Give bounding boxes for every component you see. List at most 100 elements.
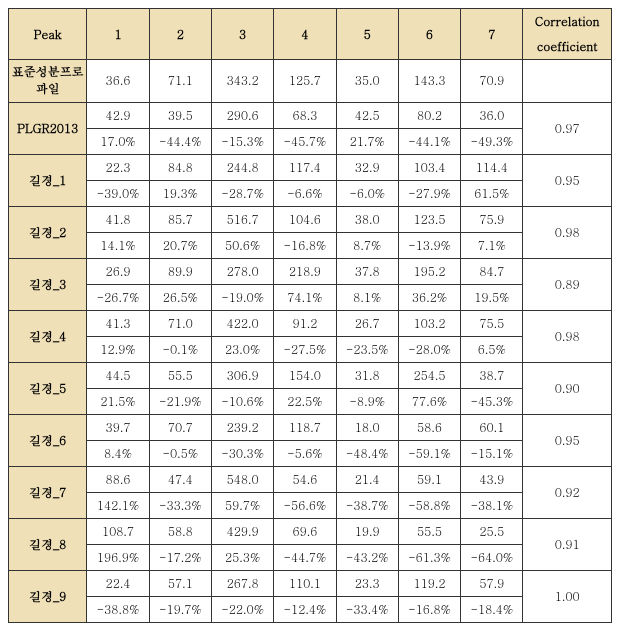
cell-value: 23.3 (336, 570, 398, 596)
cell-pct: 26.5% (149, 284, 211, 310)
cell-pct: -28.7% (211, 180, 273, 206)
cell-pct: 196.9% (87, 544, 149, 570)
cell-value: 267.8 (211, 570, 273, 596)
cell-pct: 61.5% (461, 180, 523, 206)
cell-value: 22.3 (87, 154, 149, 180)
cell-value: 42.5 (336, 102, 398, 128)
cell-corr: 0.95 (523, 154, 612, 206)
table-header: Peak 1 2 3 4 5 6 7 Correlation coefficie… (9, 9, 612, 60)
cell-value: 55.5 (398, 518, 460, 544)
cell-value: 43.9 (461, 466, 523, 492)
cell-pct: -23.5% (336, 336, 398, 362)
cell-pct: -45.7% (274, 128, 336, 154)
cell-value: 75.5 (461, 310, 523, 336)
cell-pct: -64.0% (461, 544, 523, 570)
std-corr (523, 60, 612, 103)
cell-pct: -17.2% (149, 544, 211, 570)
cell-pct: -39.0% (87, 180, 149, 206)
row-label: PLGR2013 (9, 102, 87, 154)
cell-value: 195.2 (398, 258, 460, 284)
cell-value: 44.5 (87, 362, 149, 388)
cell-value: 88.6 (87, 466, 149, 492)
cell-pct: 74.1% (274, 284, 336, 310)
cell-value: 119.2 (398, 570, 460, 596)
cell-value: 71.0 (149, 310, 211, 336)
header-corr-line1: Correlation (523, 9, 612, 35)
cell-value: 41.3 (87, 310, 149, 336)
header-col-6: 6 (398, 9, 460, 60)
cell-value: 39.5 (149, 102, 211, 128)
cell-pct: -38.1% (461, 492, 523, 518)
cell-value: 244.8 (211, 154, 273, 180)
cell-value: 21.4 (336, 466, 398, 492)
cell-value: 75.9 (461, 206, 523, 232)
cell-value: 516.7 (211, 206, 273, 232)
cell-value: 85.7 (149, 206, 211, 232)
cell-value: 54.6 (274, 466, 336, 492)
cell-pct: -16.8% (398, 596, 460, 622)
cell-corr: 0.98 (523, 310, 612, 362)
cell-value: 218.9 (274, 258, 336, 284)
cell-pct: -5.6% (274, 440, 336, 466)
cell-pct: -44.1% (398, 128, 460, 154)
cell-value: 278.0 (211, 258, 273, 284)
cell-pct: 19.3% (149, 180, 211, 206)
cell-value: 59.1 (398, 466, 460, 492)
cell-value: 55.5 (149, 362, 211, 388)
cell-value: 108.7 (87, 518, 149, 544)
cell-value: 69.6 (274, 518, 336, 544)
cell-value: 118.7 (274, 414, 336, 440)
row-label: 길경_5 (9, 362, 87, 414)
row-label-std-profile: 표준성분프로파일 (9, 60, 87, 103)
header-col-1: 1 (87, 9, 149, 60)
cell-pct: 6.5% (461, 336, 523, 362)
cell-value: 60.1 (461, 414, 523, 440)
cell-pct: 14.1% (87, 232, 149, 258)
cell-pct: -10.6% (211, 388, 273, 414)
cell-value: 123.5 (398, 206, 460, 232)
cell-pct: -19.7% (149, 596, 211, 622)
cell-pct: -18.4% (461, 596, 523, 622)
cell-pct: -38.8% (87, 596, 149, 622)
cell-pct: -22.0% (211, 596, 273, 622)
cell-pct: -58.8% (398, 492, 460, 518)
cell-pct: -33.4% (336, 596, 398, 622)
cell-value: 68.3 (274, 102, 336, 128)
header-peak: Peak (9, 9, 87, 60)
cell-pct: -8.9% (336, 388, 398, 414)
cell-pct: -6.0% (336, 180, 398, 206)
header-col-5: 5 (336, 9, 398, 60)
cell-corr: 0.95 (523, 414, 612, 466)
cell-pct: -27.5% (274, 336, 336, 362)
cell-value: 58.8 (149, 518, 211, 544)
cell-pct: -48.4% (336, 440, 398, 466)
cell-pct: 8.1% (336, 284, 398, 310)
cell-value: 19.9 (336, 518, 398, 544)
cell-value: 306.9 (211, 362, 273, 388)
cell-pct: -26.7% (87, 284, 149, 310)
cell-value: 25.5 (461, 518, 523, 544)
cell-value: 110.1 (274, 570, 336, 596)
cell-pct: 77.6% (398, 388, 460, 414)
cell-value: 18.0 (336, 414, 398, 440)
cell-pct: -45.3% (461, 388, 523, 414)
cell-pct: -15.1% (461, 440, 523, 466)
cell-pct: 25.3% (211, 544, 273, 570)
cell-value: 70.7 (149, 414, 211, 440)
cell-pct: 8.4% (87, 440, 149, 466)
row-label: 길경_4 (9, 310, 87, 362)
cell-pct: 36.2% (398, 284, 460, 310)
cell-pct: -16.8% (274, 232, 336, 258)
cell-value: 89.9 (149, 258, 211, 284)
cell-value: 39.7 (87, 414, 149, 440)
cell-value: 36.0 (461, 102, 523, 128)
header-corr-line2: coefficient (523, 34, 612, 60)
cell-pct: -19.0% (211, 284, 273, 310)
cell-pct: -0.1% (149, 336, 211, 362)
cell-pct: -6.6% (274, 180, 336, 206)
cell-value: 26.9 (87, 258, 149, 284)
table-body: 표준성분프로파일36.671.1343.2125.735.0143.370.9P… (9, 60, 612, 623)
cell-value: 38.7 (461, 362, 523, 388)
cell-pct: 142.1% (87, 492, 149, 518)
cell-corr: 0.98 (523, 206, 612, 258)
